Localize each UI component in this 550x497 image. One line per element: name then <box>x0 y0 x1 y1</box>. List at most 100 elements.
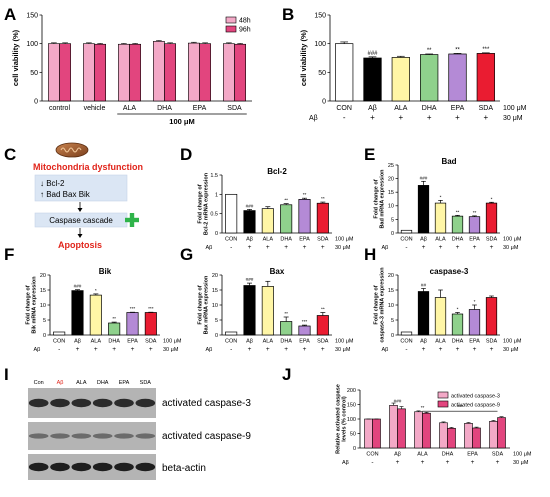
x-tick-label: SDA <box>145 339 157 345</box>
bar-dha-activated-caspase-9 <box>447 427 456 449</box>
bar-epa <box>448 53 467 102</box>
bar-epa-48h <box>188 42 200 102</box>
bar-sda-activated-caspase-3 <box>489 421 498 449</box>
x-tick-label: CON <box>400 339 412 345</box>
x-tick-label: DHA <box>108 339 120 345</box>
mitochondria-dysfunction-label: Mitochondria dysfunction <box>33 162 143 172</box>
x-tick-label: ALA <box>394 105 408 112</box>
band-caspase9 <box>71 433 92 439</box>
bar-dha-activated-caspase-3 <box>439 422 448 449</box>
y-tick-label: 200 <box>347 388 356 394</box>
y-tick-label: 0 <box>215 333 218 339</box>
y-tick-label: 20 <box>40 273 46 279</box>
x-tick-label: DHA <box>442 452 454 458</box>
y-axis-label: Fold change ofBik mRNA expression <box>25 276 37 334</box>
bar-dha <box>280 321 293 336</box>
legend-label-activated-caspase-3: activated caspase-3 <box>451 394 500 400</box>
y-tick-label: 10 <box>212 303 218 309</box>
bar-ab <box>417 185 430 234</box>
bar-con <box>53 331 66 336</box>
apoptosis-label: Apoptosis <box>58 240 102 250</box>
y-tick-label: 100 <box>26 41 38 48</box>
y-tick-label: 100 <box>347 417 356 423</box>
treat-concentration: 100 μM <box>503 339 522 345</box>
abeta-sign: + <box>321 346 325 353</box>
abeta-sign: - <box>343 113 346 122</box>
abeta-sign: + <box>266 244 270 251</box>
band-caspase9 <box>92 433 113 439</box>
x-tick-label: ALA <box>263 339 274 345</box>
x-tick-label: ALA <box>417 452 428 458</box>
y-tick-label: 10 <box>40 303 46 309</box>
bar-ala-activated-caspase-9 <box>422 412 431 449</box>
panel-label-g: G <box>180 245 193 264</box>
y-tick-label: 20 <box>212 273 218 279</box>
abeta-sign: - <box>405 244 407 251</box>
chart-title: caspase-3 <box>430 267 469 276</box>
abeta-sign: + <box>396 459 400 466</box>
bar-con <box>335 43 354 102</box>
bar-dha <box>451 313 464 336</box>
abeta-sign: - <box>405 346 407 353</box>
bar-epa <box>126 312 139 336</box>
x-tick-label: EPA <box>299 237 310 243</box>
significance-mark: *** <box>148 306 154 311</box>
significance-mark: *** <box>482 47 490 53</box>
abeta-concentration: 30 μM <box>503 115 523 122</box>
bar-dha-48h <box>153 41 165 102</box>
x-tick-label: SDA <box>317 237 329 243</box>
abeta-concentration: 30 μM <box>163 347 179 353</box>
abeta-concentration: 30 μM <box>503 245 519 251</box>
abeta-row-label: Aβ <box>382 245 389 251</box>
bar-ab <box>417 291 430 336</box>
abeta-sign: + <box>456 346 460 353</box>
blot-lane-epa: EPA <box>119 380 130 386</box>
y-axis-label: cell viability (%) <box>11 29 20 86</box>
abeta-sign: + <box>421 459 425 466</box>
abeta-sign: + <box>483 113 488 122</box>
abeta-sign: + <box>248 244 252 251</box>
legend-label-activated-caspase-9: activated caspase-9 <box>451 403 500 409</box>
abeta-sign: + <box>473 346 477 353</box>
bar-con <box>225 193 238 234</box>
band-caspase3 <box>28 398 49 408</box>
bar-sda-activated-caspase-9 <box>497 417 506 449</box>
x-tick-label: ALA <box>435 237 446 243</box>
pathway-diagram: Mitochondria dysfunction ↓ Bcl-2 ↑ Bad B… <box>33 142 143 250</box>
blot-lane-ab: Aβ <box>57 380 64 386</box>
bar-ala <box>261 208 274 234</box>
abeta-sign: - <box>230 346 232 353</box>
abeta-row-label: Aβ <box>342 460 349 466</box>
y-tick-label: 1 <box>215 192 218 198</box>
treat-concentration: 100 μM <box>163 339 182 345</box>
significance-mark: ** <box>455 47 460 53</box>
legend-swatch-96h <box>225 25 237 33</box>
panel-label-f: F <box>4 245 14 264</box>
legend-swatch-48h <box>225 16 237 24</box>
x-tick-label: ALA <box>435 339 446 345</box>
x-tick-label: control <box>49 105 70 112</box>
bar-dha <box>108 322 121 336</box>
abeta-sign: + <box>456 244 460 251</box>
significance-mark: * <box>474 299 476 304</box>
x-tick-label: Aβ <box>420 237 427 243</box>
panel-label-j: J <box>282 365 291 384</box>
bar-dha <box>451 215 464 234</box>
bar-sda <box>316 315 329 336</box>
band-caspase9 <box>28 433 49 439</box>
y-tick-label: 10 <box>388 204 394 210</box>
significance-mark: ** <box>421 405 425 410</box>
panel-label-b: B <box>282 5 294 24</box>
abeta-sign: + <box>496 459 500 466</box>
bar-sda-48h <box>223 43 235 102</box>
abeta-concentration: 30 μM <box>513 460 529 466</box>
abeta-sign: + <box>284 346 288 353</box>
bar-sda <box>476 53 495 102</box>
x-tick-label: ALA <box>91 339 102 345</box>
treat-concentration: 100 μM <box>503 105 527 112</box>
bar-ab <box>243 210 256 234</box>
